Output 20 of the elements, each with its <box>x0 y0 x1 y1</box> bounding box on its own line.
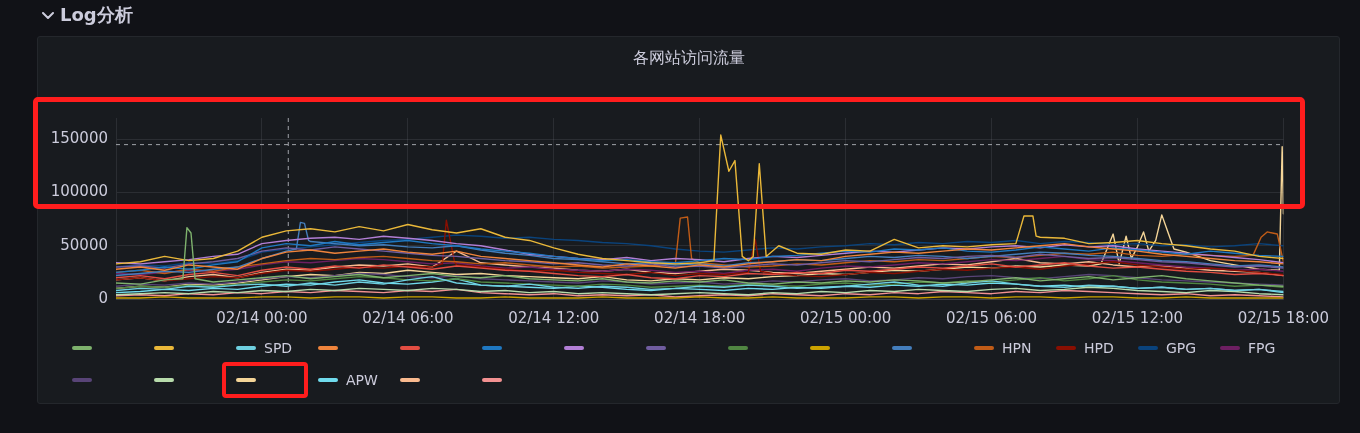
x-tick-label: 02/15 12:00 <box>1091 308 1184 327</box>
legend-label: APW <box>346 372 378 388</box>
legend-label: HPD <box>1084 340 1114 356</box>
y-tick-label: 50000 <box>60 235 108 254</box>
x-tick-label: 02/15 06:00 <box>945 308 1038 327</box>
y-tick-label: 0 <box>98 288 108 307</box>
y-tick-label: 100000 <box>50 182 108 201</box>
legend-label: FPG <box>1248 340 1276 356</box>
chart-title: 各网站访问流量 <box>631 48 746 69</box>
legend-label: GPG <box>1166 340 1197 356</box>
x-tick-label: 02/14 12:00 <box>508 308 600 327</box>
x-tick-label: 02/15 18:00 <box>1237 308 1330 327</box>
legend-label: SPD <box>264 340 293 356</box>
x-tick-label: 02/14 00:00 <box>216 308 308 327</box>
x-tick-label: 02/14 06:00 <box>362 308 454 327</box>
y-tick-label: 150000 <box>50 129 108 148</box>
x-tick-label: 02/14 18:00 <box>654 308 746 327</box>
x-tick-label: 02/15 00:00 <box>800 308 892 327</box>
text: Log分析 <box>60 4 133 25</box>
legend-label: HPN <box>1002 340 1032 356</box>
